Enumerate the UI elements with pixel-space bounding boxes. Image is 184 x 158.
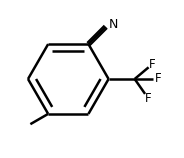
Text: N: N <box>109 18 119 31</box>
Text: F: F <box>145 91 151 105</box>
Text: F: F <box>149 58 156 71</box>
Text: F: F <box>155 73 161 85</box>
